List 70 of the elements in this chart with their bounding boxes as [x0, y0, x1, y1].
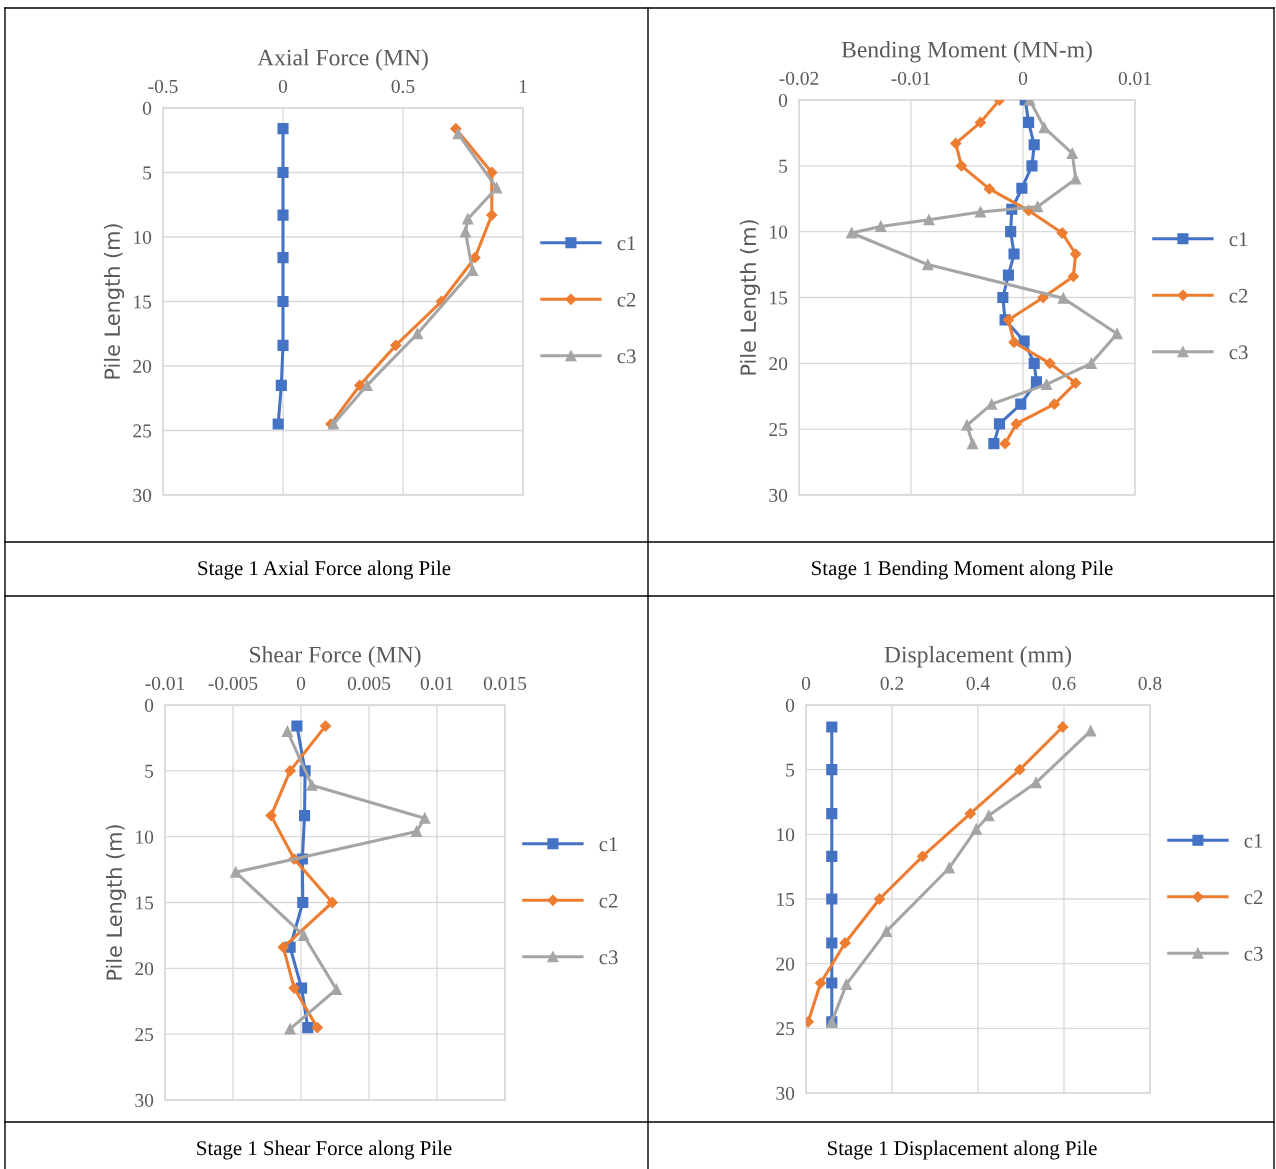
- y-tick-label: 15: [134, 295, 152, 309]
- legend-label: c3: [1244, 946, 1263, 961]
- y-tick-label: 30: [769, 488, 788, 502]
- legend-label: c2: [617, 292, 636, 307]
- x-tick-label: 1: [519, 79, 527, 93]
- x-tick-label: -0.02: [779, 71, 819, 86]
- y-tick-label: 0: [785, 698, 795, 712]
- y-tick-label: 15: [136, 896, 154, 910]
- y-axis-title: Pile Length (m): [103, 224, 125, 379]
- x-tick-label: 0.015: [483, 676, 527, 691]
- legend-label: c1: [599, 837, 618, 852]
- legend-label: c2: [1244, 890, 1263, 905]
- y-tick-label: 25: [769, 423, 788, 437]
- x-tick-label: 0: [296, 676, 306, 690]
- y-axis-title: Pile Length (m): [105, 825, 127, 980]
- x-tick-label: -0.5: [148, 79, 178, 94]
- legend-label: c2: [599, 893, 618, 908]
- x-tick-label: -0.005: [208, 676, 258, 691]
- x-tick-label: 0.6: [1052, 676, 1076, 691]
- y-tick-label: 0: [144, 698, 154, 712]
- y-tick-label: 10: [770, 225, 788, 239]
- x-tick-label: -0.01: [891, 71, 931, 86]
- chart-title: Axial Force (MN): [257, 48, 428, 71]
- chart-title: Bending Moment (MN-m): [841, 40, 1092, 63]
- text: Stage 1 Shear Force along Pile: [197, 1140, 452, 1160]
- y-axis-title: Pile Length (m): [739, 220, 761, 375]
- x-tick-label: 0.8: [1138, 676, 1162, 691]
- y-tick-label: 20: [133, 359, 152, 373]
- y-tick-label: 10: [134, 230, 152, 244]
- y-tick-label: 20: [135, 962, 154, 976]
- x-tick-label: 0.01: [1118, 71, 1151, 86]
- y-tick-label: 30: [135, 1093, 154, 1107]
- x-tick-label: -0.01: [145, 676, 185, 691]
- y-tick-label: 5: [145, 764, 154, 778]
- legend-label: c3: [1229, 345, 1248, 360]
- y-tick-label: 0: [142, 101, 152, 115]
- x-tick-label: 0.5: [391, 79, 415, 94]
- x-tick-label: 0.4: [966, 676, 990, 691]
- legend-label: c1: [1229, 232, 1248, 247]
- y-tick-label: 25: [135, 1028, 154, 1042]
- y-tick-label: 30: [133, 488, 152, 502]
- x-tick-label: 0: [1018, 71, 1028, 85]
- y-tick-label: 15: [777, 892, 795, 906]
- x-tick-label: 0: [801, 676, 811, 690]
- text: Stage 1 Displacement along Pile: [828, 1140, 1097, 1160]
- y-tick-label: 0: [778, 93, 788, 107]
- y-tick-label: 25: [133, 424, 152, 438]
- x-tick-label: 0.005: [347, 676, 391, 691]
- legend-label: c3: [617, 349, 636, 364]
- y-tick-label: 25: [776, 1022, 795, 1036]
- text: Stage 1 Bending Moment along Pile: [812, 560, 1113, 580]
- legend-label: c1: [1244, 833, 1263, 848]
- y-tick-label: 20: [776, 957, 795, 971]
- legend-label: c1: [617, 236, 636, 251]
- chart-title: Shear Force (MN): [250, 645, 421, 668]
- y-tick-label: 5: [786, 763, 795, 777]
- y-tick-label: 10: [777, 828, 795, 842]
- legend-label: c2: [1229, 288, 1248, 303]
- y-tick-label: 5: [143, 166, 152, 180]
- y-tick-label: 30: [776, 1086, 795, 1100]
- x-tick-label: 0.2: [880, 676, 904, 691]
- y-tick-label: 5: [779, 159, 788, 173]
- chart-title: Displacement (mm): [884, 645, 1072, 668]
- legend-label: c3: [599, 950, 618, 965]
- x-tick-label: 0: [278, 79, 288, 93]
- x-tick-label: 0.01: [420, 676, 453, 691]
- y-tick-label: 20: [769, 357, 788, 371]
- text: Stage 1 Axial Force along Pile: [198, 560, 451, 580]
- y-tick-label: 10: [136, 830, 154, 844]
- y-tick-label: 15: [770, 291, 788, 305]
